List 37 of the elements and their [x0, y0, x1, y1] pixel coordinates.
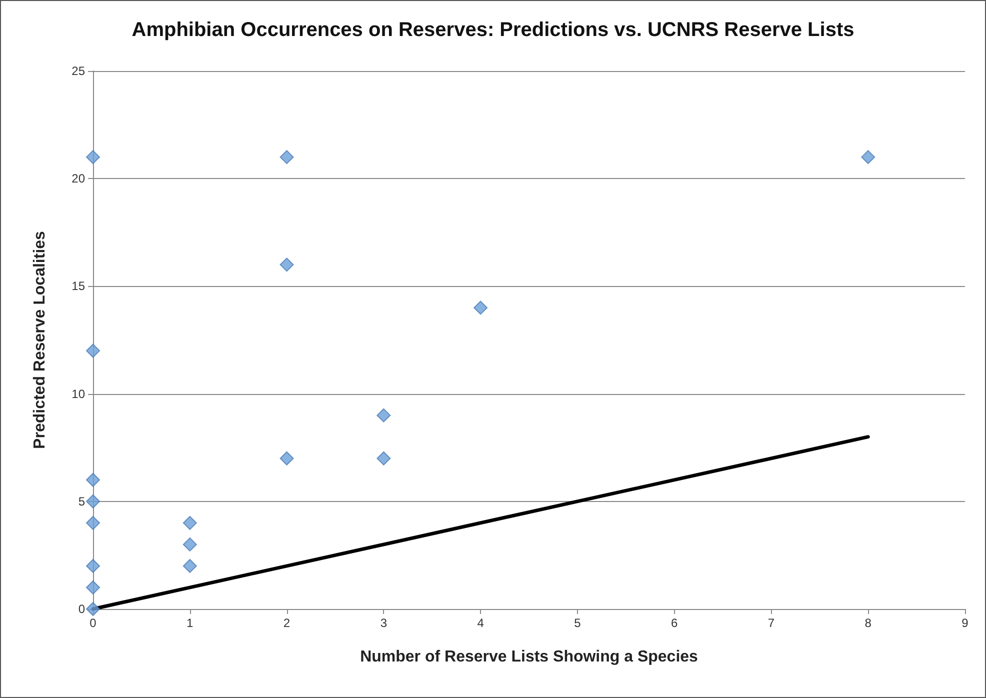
- x-tick-label: 8: [864, 616, 872, 630]
- point: [280, 451, 294, 466]
- point: [86, 494, 100, 508]
- point: [280, 258, 294, 272]
- y-tick-label: 10: [72, 386, 86, 401]
- point: [182, 537, 197, 552]
- x-tick-label: 4: [477, 616, 484, 630]
- chart-title: Amphibian Occurrences on Reserves: Predictions vs. UCNRS Reserve Lists: [132, 19, 854, 41]
- y-tick-label: 0: [78, 602, 86, 616]
- point: [86, 602, 100, 616]
- x-axis-title: Number of Reserve Lists Showing a Species: [360, 648, 698, 666]
- point: [182, 558, 197, 573]
- x-tick-label: 7: [768, 616, 775, 630]
- point: [86, 516, 100, 530]
- point: [474, 300, 488, 315]
- y-tick-label: 15: [72, 279, 86, 294]
- x-tick-label: 9: [962, 616, 969, 630]
- point: [861, 150, 876, 164]
- x-tick-label: 1: [186, 616, 194, 630]
- y-tick-label: 20: [72, 172, 86, 186]
- y-axis-title: Predicted Reserve Localities: [32, 230, 48, 449]
- x-tick-label: 5: [574, 616, 582, 630]
- x-tick-label: 3: [380, 616, 388, 630]
- x-tick-label: 2: [283, 616, 290, 630]
- point: [86, 472, 100, 487]
- x-tick-label: 6: [670, 616, 678, 630]
- x-tick-label: 0: [90, 616, 97, 630]
- point: [182, 516, 197, 530]
- point: [376, 451, 391, 466]
- y-tick-label: 25: [72, 64, 86, 78]
- point: [376, 408, 391, 422]
- point: [86, 558, 100, 573]
- point: [86, 580, 100, 594]
- point: [86, 344, 100, 358]
- y-tick-label: 5: [78, 494, 86, 508]
- point: [86, 150, 100, 164]
- point: [280, 150, 294, 164]
